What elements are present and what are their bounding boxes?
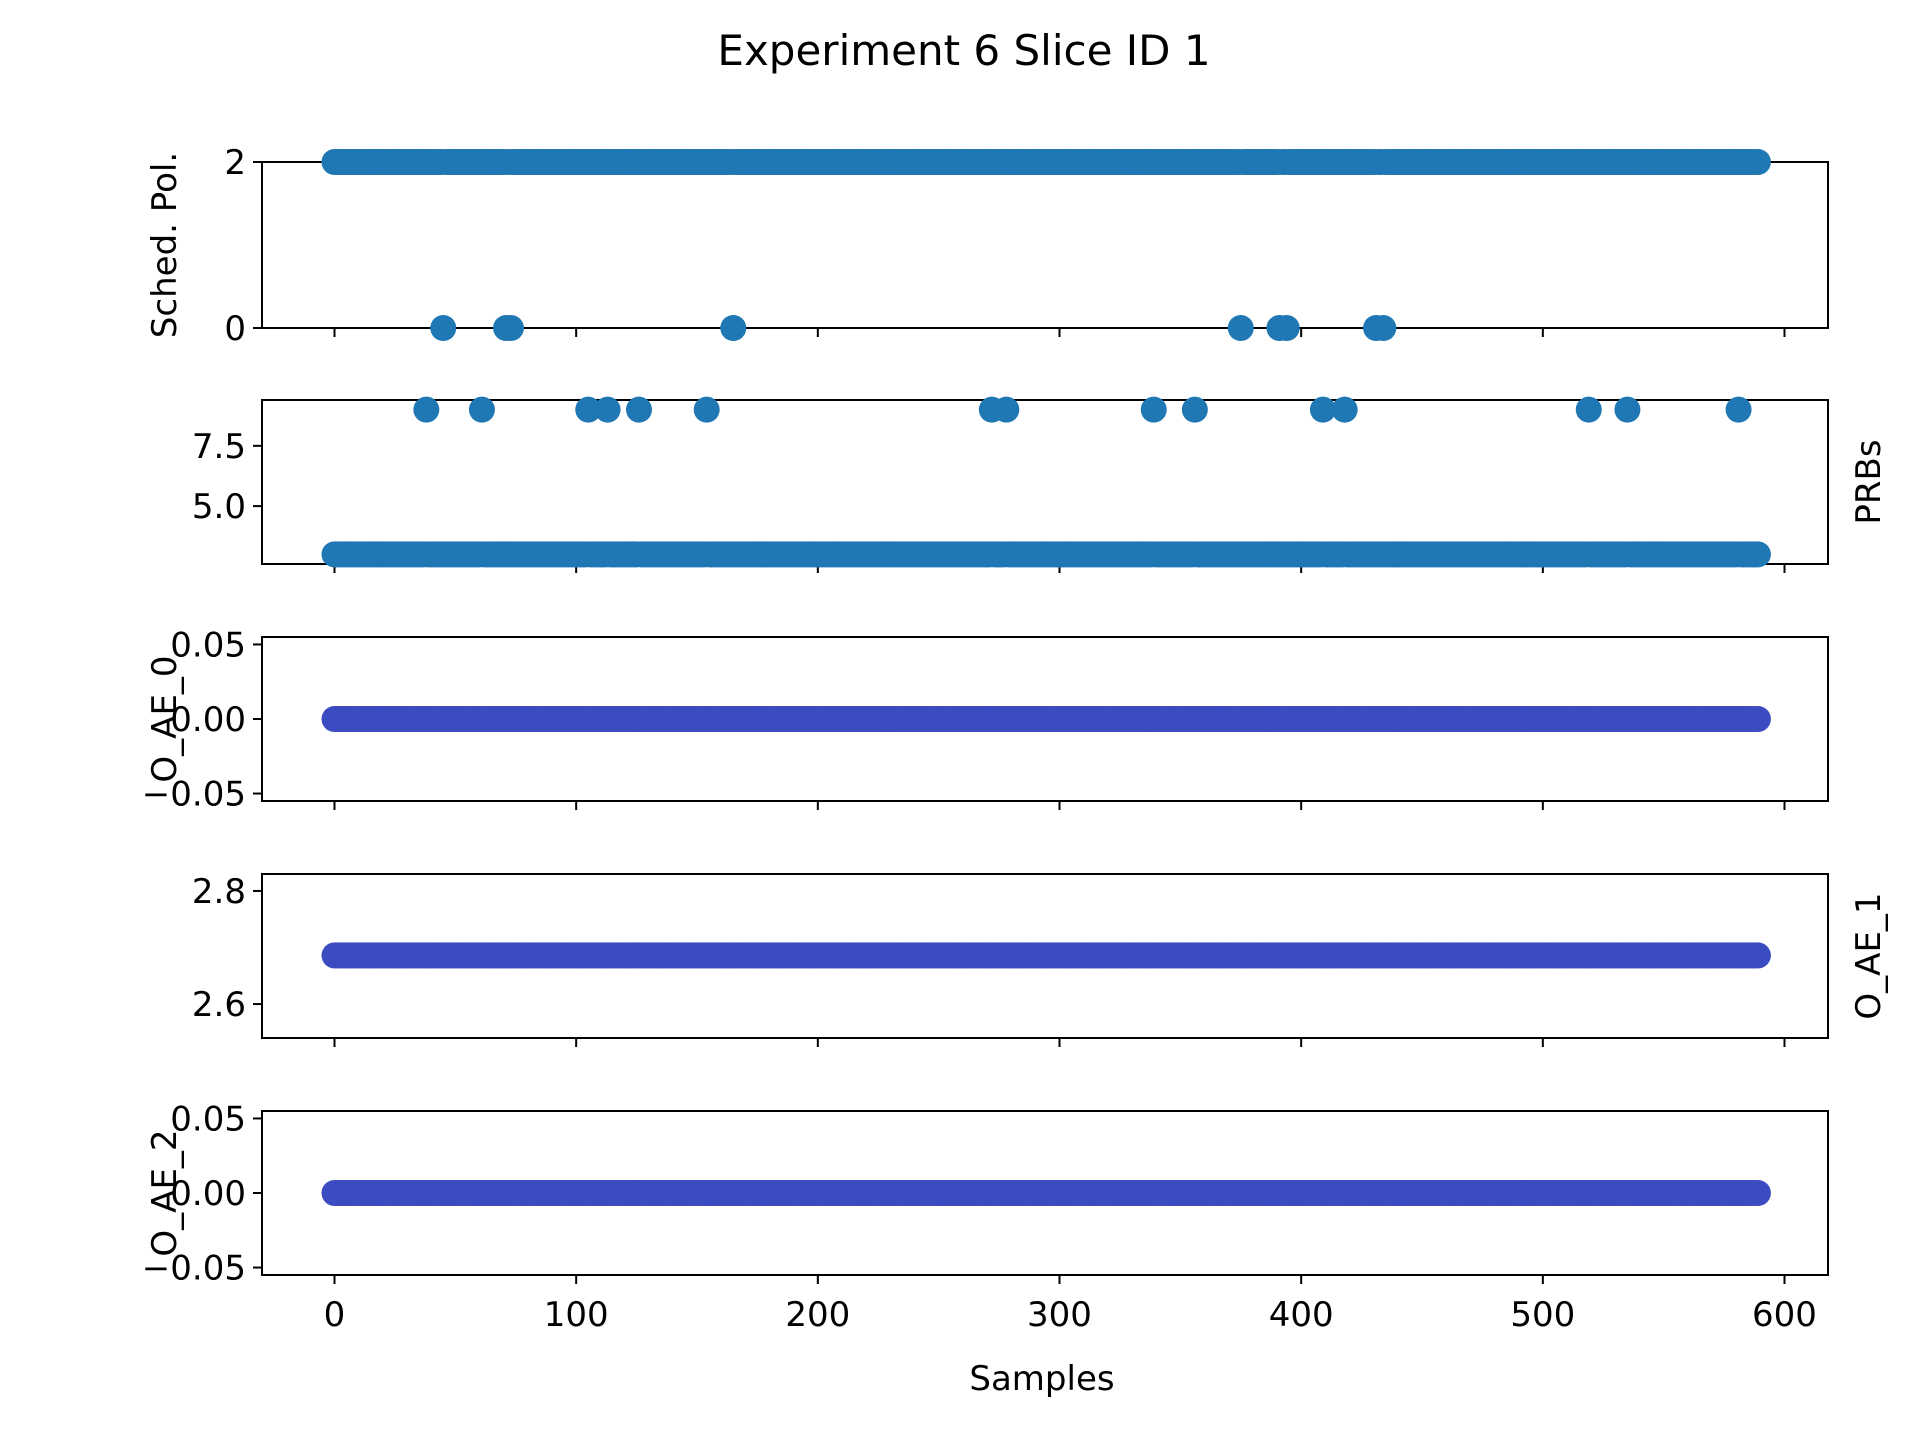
subplot-3: −0.05 0.00 0.05O_AE_0 [142, 625, 1829, 815]
chart-title: Experiment 6 Slice ID 1 [717, 26, 1210, 75]
axes-frame [261, 161, 1829, 329]
x-tick-label: 600 [1752, 1295, 1817, 1335]
data-series [321, 396, 1771, 568]
data-series [321, 1180, 1771, 1206]
data-point-outlier [1140, 396, 1167, 423]
data-point-outlier [1614, 396, 1641, 423]
subplot-5: 0 100 200 300 400 500 600 −0.05 0.00 0.05O_AE_2 [142, 1099, 1829, 1335]
data-point-outlier [430, 315, 457, 341]
y-tick-label: 0 [224, 309, 246, 349]
data-series [321, 942, 1771, 969]
x-tick-label: 400 [1269, 1295, 1334, 1335]
data-point [1744, 149, 1771, 175]
data-point-outlier [413, 396, 440, 423]
x-axis-label: Samples [969, 1359, 1114, 1399]
data-point-outlier [720, 315, 747, 341]
data-point-outlier [1370, 315, 1397, 341]
y-axis-label: O_AE_2 [145, 1129, 185, 1256]
y-tick-label: 5.0 [192, 487, 246, 527]
data-point-outlier [594, 396, 621, 423]
y-tick-label: 2.8 [192, 872, 246, 912]
y-tick-label: 2.6 [192, 985, 246, 1025]
data-point-outlier [693, 396, 720, 423]
y-axis-label: PRBs [1849, 439, 1889, 524]
y-tick-label: 0.00 [170, 1174, 246, 1214]
data-point [1744, 706, 1771, 732]
x-tick-label: 500 [1510, 1295, 1575, 1335]
data-point [1744, 1180, 1771, 1206]
y-axis-label: O_AE_0 [145, 655, 185, 782]
data-point-outlier [1273, 315, 1300, 341]
x-tick-label: 200 [785, 1295, 850, 1335]
y-tick-label: −0.05 [142, 1249, 246, 1289]
y-axis-label: Sched. Pol. [145, 152, 185, 338]
data-point-outlier [575, 396, 602, 423]
data-point-outlier [1309, 396, 1336, 423]
data-point-outlier [626, 396, 652, 423]
y-tick-label: 2 [224, 143, 246, 183]
y-axis-label: O_AE_1 [1849, 892, 1889, 1019]
data-series [321, 706, 1771, 732]
x-tick-label: 300 [1027, 1295, 1092, 1335]
subplot-4: 2.6 2.8 O_AE_1 [192, 872, 1889, 1047]
subplot-1: 0 2 Sched. Pol. [145, 143, 1829, 349]
x-tick-label: 0 [324, 1295, 346, 1335]
y-tick-label: 0.00 [170, 700, 246, 740]
y-tick-label: 0.05 [170, 1099, 246, 1139]
data-point-outlier [468, 396, 495, 423]
data-point-outlier [1227, 315, 1254, 341]
data-point-outlier [1725, 396, 1752, 423]
subplot-2: 5.0 7.5 PRBs [192, 396, 1889, 573]
data-series [321, 149, 1771, 341]
data-point-outlier [1575, 396, 1602, 423]
data-point-outlier [993, 396, 1020, 423]
y-tick-label: 0.05 [170, 625, 246, 665]
y-tick-label: −0.05 [142, 775, 246, 815]
data-point [1744, 541, 1771, 568]
y-tick-label: 7.5 [192, 427, 246, 467]
data-point [1744, 942, 1771, 969]
data-point-outlier [1331, 396, 1358, 423]
x-tick-label: 100 [544, 1295, 609, 1335]
data-point-outlier [497, 315, 524, 341]
axes-frame [261, 873, 1829, 1039]
axes-frame [261, 399, 1829, 565]
data-point-outlier [1181, 396, 1208, 423]
